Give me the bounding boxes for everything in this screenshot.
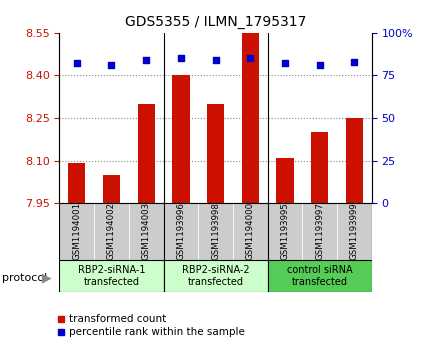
- Bar: [164, 260, 268, 292]
- Bar: [164, 203, 198, 260]
- Point: [316, 62, 323, 68]
- Bar: [242, 33, 259, 203]
- Bar: [302, 203, 337, 260]
- Point: [108, 62, 115, 68]
- Point: [73, 61, 80, 66]
- Text: GSM1193999: GSM1193999: [350, 203, 359, 260]
- Bar: [276, 158, 294, 203]
- Text: GSM1194000: GSM1194000: [246, 202, 255, 261]
- Text: RBP2-siRNA-1
transfected: RBP2-siRNA-1 transfected: [78, 265, 145, 287]
- Bar: [68, 163, 85, 203]
- Text: GSM1193996: GSM1193996: [176, 203, 185, 260]
- Text: GSM1193997: GSM1193997: [315, 203, 324, 260]
- Point: [247, 55, 254, 61]
- Bar: [268, 260, 372, 292]
- Bar: [268, 203, 302, 260]
- Point: [351, 59, 358, 65]
- Bar: [233, 203, 268, 260]
- Point: [212, 57, 219, 63]
- Text: control siRNA
transfected: control siRNA transfected: [287, 265, 352, 287]
- Bar: [129, 203, 164, 260]
- Bar: [337, 203, 372, 260]
- Title: GDS5355 / ILMN_1795317: GDS5355 / ILMN_1795317: [125, 15, 306, 29]
- Text: protocol: protocol: [2, 273, 48, 283]
- Point: [143, 57, 150, 63]
- Point: [177, 55, 184, 61]
- Text: GSM1193998: GSM1193998: [211, 203, 220, 260]
- Text: RBP2-siRNA-2
transfected: RBP2-siRNA-2 transfected: [182, 265, 249, 287]
- Text: ▶: ▶: [42, 271, 51, 284]
- Bar: [172, 76, 190, 203]
- Bar: [346, 118, 363, 203]
- Point: [282, 61, 289, 66]
- Bar: [59, 260, 164, 292]
- Bar: [207, 104, 224, 203]
- Text: GSM1194002: GSM1194002: [107, 202, 116, 261]
- Bar: [103, 175, 120, 203]
- Bar: [137, 104, 155, 203]
- Bar: [198, 203, 233, 260]
- Text: GSM1194003: GSM1194003: [142, 202, 150, 261]
- Bar: [94, 203, 129, 260]
- Text: GSM1193995: GSM1193995: [281, 203, 290, 260]
- Bar: [311, 132, 328, 203]
- Bar: [59, 203, 94, 260]
- Legend: transformed count, percentile rank within the sample: transformed count, percentile rank withi…: [54, 310, 249, 342]
- Text: GSM1194001: GSM1194001: [72, 202, 81, 261]
